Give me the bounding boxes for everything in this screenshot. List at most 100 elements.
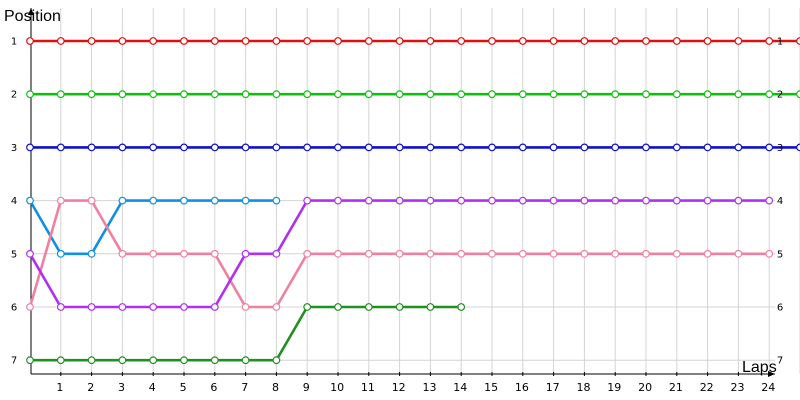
x-tick-label: 6 (210, 381, 217, 394)
data-point (611, 90, 620, 99)
data-point (180, 356, 188, 365)
x-tick-label: 14 (453, 381, 467, 394)
data-point (87, 303, 96, 311)
x-tick-label: 18 (577, 381, 591, 394)
data-point (149, 196, 158, 205)
y-axis-arrow (28, 8, 34, 15)
data-point (518, 143, 527, 152)
data-point (149, 90, 158, 99)
data-point (56, 90, 65, 99)
data-point (303, 249, 312, 258)
y-tick-label-left: 1 (11, 37, 17, 48)
data-point (87, 196, 96, 205)
data-point (672, 90, 681, 99)
data-point (87, 356, 96, 365)
y-tick-label-left: 4 (11, 196, 17, 207)
data-point (734, 37, 743, 45)
x-tick-label: 9 (303, 381, 310, 394)
data-point (364, 303, 373, 311)
data-point (26, 143, 34, 152)
data-point (765, 249, 774, 258)
x-tick-label: 1 (56, 381, 63, 394)
y-tick-label-right: 1 (777, 37, 783, 48)
y-tick-label-left: 5 (11, 249, 17, 260)
y-tick-label-left: 3 (11, 143, 17, 154)
data-point (180, 196, 188, 205)
data-point (87, 90, 96, 99)
x-tick-label: 7 (241, 381, 248, 394)
x-tick-label: 15 (484, 381, 498, 394)
data-point (26, 303, 34, 311)
data-point (796, 143, 800, 152)
data-point (303, 143, 312, 152)
data-point (580, 37, 589, 45)
data-point (457, 196, 466, 205)
data-point (210, 249, 219, 258)
data-point (180, 143, 188, 152)
data-point (642, 143, 650, 152)
data-point (672, 37, 681, 45)
data-point (241, 249, 250, 258)
data-point (703, 90, 712, 99)
data-point (426, 196, 435, 205)
data-point (426, 303, 435, 311)
x-tick-label: 23 (731, 381, 745, 394)
axes (28, 8, 775, 377)
data-point (26, 356, 34, 365)
data-point (180, 37, 188, 45)
data-point (426, 143, 435, 152)
data-point (180, 90, 188, 99)
x-tick-label: 12 (392, 381, 406, 394)
data-point (272, 143, 281, 152)
x-axis-title: Laps (742, 359, 777, 376)
data-point (272, 196, 281, 205)
data-point (334, 37, 342, 45)
data-point (734, 90, 743, 99)
data-point (796, 37, 800, 45)
data-point (87, 143, 96, 152)
x-tick-label: 19 (607, 381, 621, 394)
x-tick-label: 17 (546, 381, 560, 394)
data-point (241, 143, 250, 152)
x-tick-label: 3 (118, 381, 125, 394)
data-point (426, 90, 435, 99)
data-point (395, 249, 404, 258)
data-point (488, 90, 496, 99)
data-point (395, 143, 404, 152)
y-tick-label-left: 7 (11, 356, 17, 367)
series-points (26, 37, 800, 365)
data-point (118, 249, 127, 258)
data-point (672, 196, 681, 205)
data-point (549, 143, 558, 152)
data-point (180, 249, 188, 258)
data-point (580, 196, 589, 205)
data-point (56, 249, 65, 258)
data-point (549, 90, 558, 99)
data-point (549, 37, 558, 45)
x-tick-label: 5 (180, 381, 187, 394)
data-point (210, 356, 219, 365)
data-point (611, 143, 620, 152)
data-point (118, 37, 127, 45)
data-point (118, 196, 127, 205)
data-point (734, 143, 743, 152)
data-point (118, 356, 127, 365)
data-point (303, 303, 312, 311)
data-point (672, 143, 681, 152)
data-point (56, 143, 65, 152)
x-tick-label: 13 (423, 381, 437, 394)
data-point (457, 303, 466, 311)
data-point (426, 249, 435, 258)
data-point (210, 90, 219, 99)
data-point (210, 303, 219, 311)
data-point (272, 303, 281, 311)
x-tick-label: 16 (515, 381, 529, 394)
y-tick-label-right: 2 (777, 90, 783, 101)
data-point (488, 37, 496, 45)
data-point (303, 90, 312, 99)
data-point (364, 249, 373, 258)
data-point (210, 37, 219, 45)
x-tick-label: 10 (330, 381, 344, 394)
data-point (395, 303, 404, 311)
